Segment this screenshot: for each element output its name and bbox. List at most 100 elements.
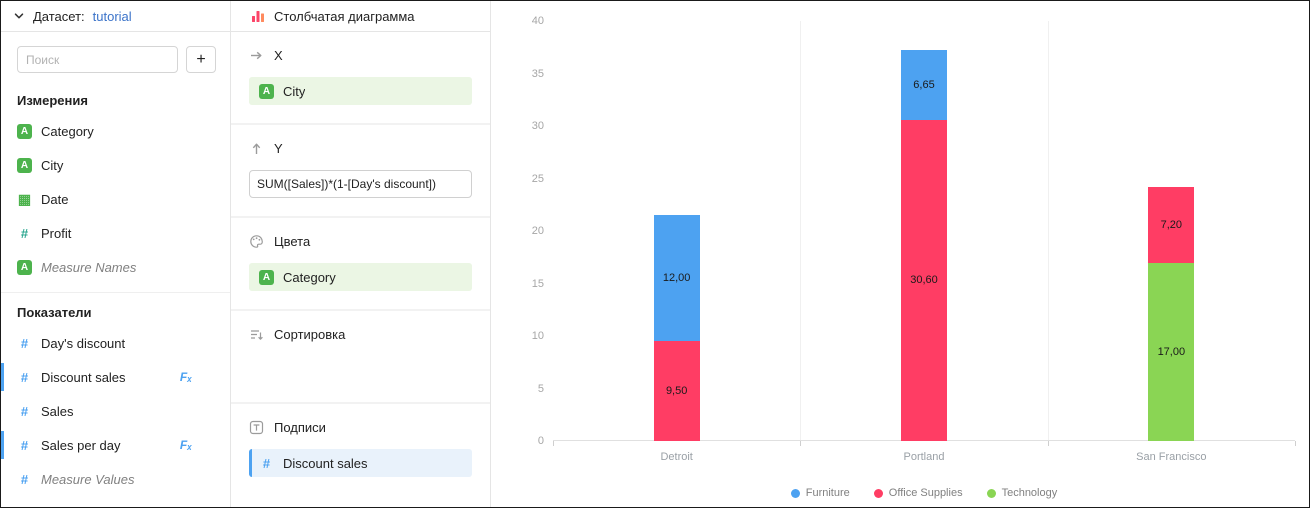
y-axis-label: 40 — [531, 15, 544, 27]
string-field-icon: A — [259, 269, 274, 285]
field-pill-city[interactable]: A City — [249, 77, 472, 105]
section-сортировка: Сортировка — [231, 311, 490, 404]
field-item-category[interactable]: A Category — [1, 114, 230, 148]
palette-icon — [249, 234, 264, 249]
text-label-icon — [249, 420, 264, 435]
field-pill-category[interactable]: A Category — [249, 263, 472, 291]
field-item-city[interactable]: A City — [1, 148, 230, 182]
x-axis-label: San Francisco — [1136, 451, 1207, 463]
x-axis-tick — [553, 441, 554, 446]
formula-fx-icon[interactable]: Fₓ — [179, 370, 192, 384]
field-label: Measure Names — [41, 259, 137, 275]
field-pill-discount-sales[interactable]: # Discount sales — [249, 449, 472, 477]
bar-value-label: 6,65 — [913, 78, 935, 91]
y-axis-label: 0 — [537, 435, 544, 447]
field-search-row: + — [1, 32, 230, 81]
field-label: Sales — [41, 403, 74, 419]
x-axis-label: Detroit — [660, 451, 693, 463]
section-title-row: X — [249, 48, 472, 63]
legend-item-furniture[interactable]: Furniture — [790, 487, 850, 499]
y-axis-label: 10 — [531, 330, 544, 342]
dimensions-list: A Category A City ▦ Date # Profit A Measure Names — [1, 114, 230, 284]
section-divider — [1, 292, 230, 293]
chevron-down-icon[interactable] — [13, 10, 25, 22]
search-input[interactable] — [17, 46, 178, 73]
section-title-row: Сортировка — [249, 327, 472, 342]
string-field-icon: A — [17, 157, 32, 173]
plot-area: 0 5 10 15 20 25 30 35 40 Detroit 9,50 12,00 Portland… — [532, 15, 1296, 463]
x-axis-tick — [800, 441, 802, 446]
chart-config-panel: Столбчатая диаграмма X A City Y SUM([Sales])… — [231, 1, 491, 507]
x-axis-tick — [1047, 441, 1049, 446]
y-arrow-icon — [249, 141, 264, 156]
string-field-icon: A — [17, 123, 32, 139]
section-title-row: Цвета — [249, 234, 472, 249]
category-gridline — [800, 21, 802, 441]
legend-label: Office Supplies — [888, 487, 963, 499]
field-label: Measure Values — [41, 471, 135, 487]
field-item-day-s-discount[interactable]: # Day's discount — [1, 326, 230, 360]
y-axis-label: 25 — [531, 172, 544, 185]
section-title: Цвета — [274, 234, 311, 249]
config-sections: X A City Y SUM([Sales])*(1-[Day's discount])… — [231, 32, 490, 495]
field-label: Date — [41, 191, 69, 207]
bar-segment-office-supplies[interactable]: 30,60 — [901, 119, 947, 441]
bar-segment-office-supplies[interactable]: 9,50 — [653, 341, 700, 441]
section-цвета: Цвета A Category — [231, 218, 490, 311]
legend-dot — [790, 488, 800, 498]
field-label: Sales per day — [41, 437, 121, 453]
dataset-name-link[interactable]: tutorial — [92, 8, 132, 24]
x-arrow-icon — [249, 48, 264, 63]
bar-segment-furniture[interactable]: 6,65 — [901, 49, 947, 120]
section-title-row: Подписи — [249, 420, 472, 435]
date-field-icon: ▦ — [17, 190, 32, 207]
legend-label: Furniture — [805, 487, 850, 499]
field-label: Category — [41, 123, 94, 139]
dataset-label: Датасет: — [33, 8, 85, 24]
section-title: Подписи — [274, 420, 326, 435]
field-item-sales-per-day[interactable]: # Sales per day Fₓ — [1, 428, 230, 462]
chart-type-title: Столбчатая диаграмма — [274, 8, 415, 24]
legend-item-office-supplies[interactable]: Office Supplies — [873, 487, 963, 499]
legend-dot — [986, 488, 996, 498]
section-y: Y SUM([Sales])*(1-[Day's discount]) — [231, 125, 490, 218]
chart-area: 0 5 10 15 20 25 30 35 40 Detroit 9,50 12,00 Portland… — [491, 1, 1309, 507]
field-label: Discount sales — [41, 369, 126, 385]
field-item-sales[interactable]: # Sales — [1, 394, 230, 428]
category-gridline — [1047, 21, 1049, 441]
bar-value-label: 9,50 — [665, 385, 688, 398]
legend-dot — [873, 488, 883, 498]
field-label: Profit — [41, 225, 72, 241]
y-axis-label: 5 — [537, 382, 544, 395]
legend: Furniture Office Supplies Technology — [553, 487, 1295, 499]
sort-icon — [249, 327, 264, 342]
measures-header: Показатели — [17, 305, 92, 320]
formula-field[interactable]: SUM([Sales])*(1-[Day's discount]) — [249, 170, 472, 198]
field-item-date[interactable]: ▦ Date — [1, 182, 230, 216]
section-title: Y — [274, 141, 283, 156]
formula-fx-icon[interactable]: Fₓ — [179, 438, 192, 452]
field-item-profit[interactable]: # Profit — [1, 216, 230, 250]
bar-value-label: 17,00 — [1157, 345, 1186, 358]
bar-segment-furniture[interactable]: 12,00 — [653, 215, 700, 342]
bar-segment-office-supplies[interactable]: 7,20 — [1148, 186, 1195, 263]
y-axis-label: 35 — [531, 67, 544, 80]
section-подписи: Подписи # Discount sales — [231, 404, 490, 495]
field-label: City — [41, 157, 64, 173]
y-axis-label: 15 — [531, 277, 544, 290]
pill-label: Category — [283, 269, 336, 285]
x-axis-tick — [1295, 441, 1296, 446]
bar-chart-type-icon[interactable] — [251, 9, 265, 23]
pill-label: Discount sales — [283, 455, 368, 471]
field-item-measure-names[interactable]: A Measure Names — [1, 250, 230, 284]
bar-detroit: 9,50 12,00 — [653, 21, 700, 441]
field-item-discount-sales[interactable]: # Discount sales Fₓ — [1, 360, 230, 394]
field-label: Day's discount — [41, 335, 126, 351]
legend-item-technology[interactable]: Technology — [986, 487, 1057, 499]
bar-value-label: 30,60 — [910, 274, 938, 287]
bar-segment-technology[interactable]: 17,00 — [1148, 262, 1195, 441]
x-axis-label: Portland — [903, 451, 945, 463]
bar-value-label: 7,20 — [1160, 218, 1183, 231]
add-field-button[interactable]: + — [186, 46, 216, 73]
field-item-measure-values[interactable]: # Measure Values — [1, 462, 230, 496]
